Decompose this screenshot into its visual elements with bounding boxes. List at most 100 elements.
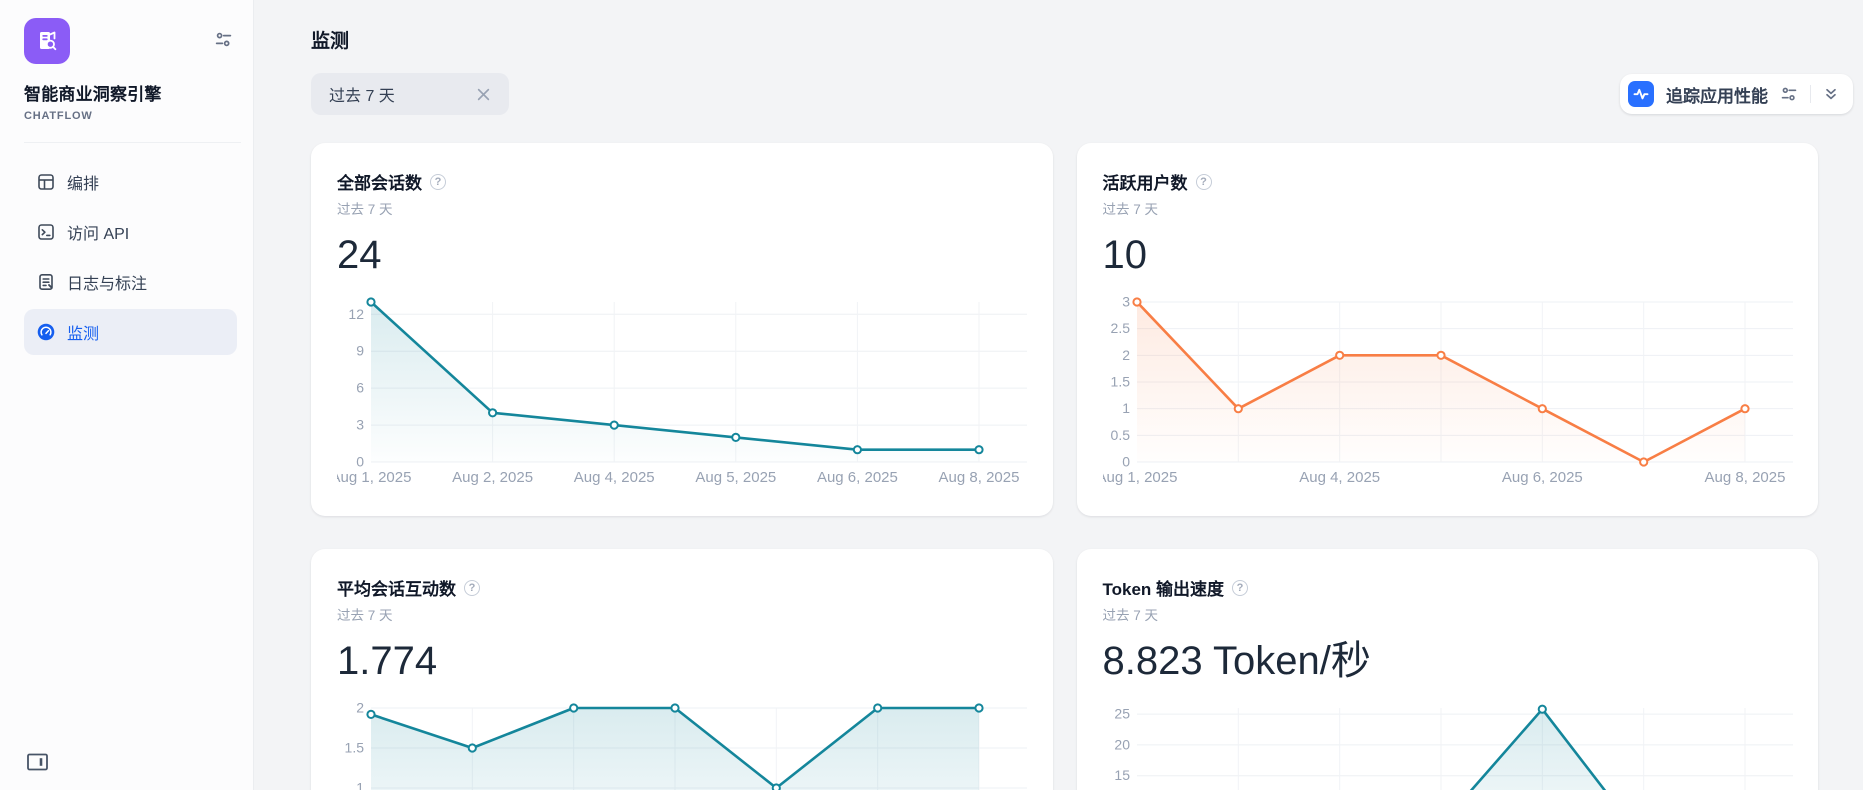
- card-value: 10: [1102, 233, 1148, 277]
- card-value: 8.823 Token/秒: [1102, 639, 1371, 683]
- card-period: 过去 7 天: [337, 202, 393, 217]
- data-point[interactable]: [1739, 404, 1750, 414]
- chevron-double-down-icon[interactable]: [1823, 86, 1839, 102]
- x-tick-label: Aug 6, 2025: [1501, 469, 1582, 486]
- collapse-sidebar-icon[interactable]: [26, 752, 49, 772]
- toolbar: 过去 7 天 追踪应用性能: [311, 73, 1853, 115]
- data-point[interactable]: [366, 297, 376, 307]
- close-icon[interactable]: [474, 85, 493, 104]
- data-point[interactable]: [1537, 704, 1547, 714]
- data-point[interactable]: [1233, 404, 1243, 414]
- sidebar-item-label: 日志与标注: [67, 276, 148, 293]
- app-name: 智能商业洞察引擎: [24, 85, 162, 104]
- main-content: 监测 过去 7 天 追踪应用性能: [254, 0, 1863, 790]
- x-tick-label: Aug 5, 2025: [695, 469, 776, 486]
- total-conversations-chart: 0 3 6 9 12 Aug 1, 2025 Aug 2, 2025 Aug 4, 2025 A…: [337, 294, 1027, 488]
- x-tick-label: Aug 1, 2025: [1103, 469, 1177, 486]
- card-value: 24: [337, 233, 382, 277]
- sidebar-item-api[interactable]: 访问 API: [24, 209, 237, 255]
- y-tick-label: 2.5: [1110, 320, 1130, 336]
- help-icon[interactable]: ?: [464, 579, 480, 596]
- activity-icon: [1628, 81, 1654, 107]
- area-fill: [1471, 709, 1605, 790]
- x-tick-label: Aug 4, 2025: [574, 469, 655, 486]
- time-filter-label: 过去 7 天: [329, 88, 395, 105]
- data-point[interactable]: [670, 703, 680, 713]
- x-tick-label: Aug 8, 2025: [1704, 469, 1785, 486]
- active-users-card: 活跃用户数 ? 过去 7 天 10 0 0.5 1 1.5 2 2.5 3 Aug 1, 20…: [1076, 143, 1818, 516]
- data-point[interactable]: [1131, 297, 1142, 307]
- y-tick-label: 3: [356, 417, 364, 433]
- data-point[interactable]: [1334, 350, 1344, 360]
- sidebar-divider: [24, 142, 241, 143]
- app-icon[interactable]: [24, 18, 70, 64]
- data-point[interactable]: [488, 408, 498, 418]
- sliders-icon[interactable]: [1780, 85, 1798, 103]
- x-tick-label: Aug 4, 2025: [1299, 469, 1380, 486]
- orchestrate-icon: [36, 172, 56, 192]
- monitoring-icon: [36, 322, 56, 342]
- sidebar-item-monitoring[interactable]: 监测: [24, 309, 237, 355]
- avg-interactions-card: 平均会话互动数 ? 过去 7 天 1.774 00.511.52Aug 1, 2…: [311, 549, 1053, 790]
- card-period: 过去 7 天: [1102, 202, 1159, 217]
- sidebar-item-logs[interactable]: 日志与标注: [24, 259, 237, 305]
- y-tick-label: 15: [1114, 767, 1130, 783]
- app-settings-icon[interactable]: [214, 30, 233, 49]
- metric-cards-grid: 全部会话数 ? 过去 7 天 24 0 3 6 9 12 Aug 1, 2025 Aug 2…: [311, 143, 1818, 790]
- y-tick-label: 9: [356, 343, 364, 359]
- data-point[interactable]: [974, 703, 984, 713]
- area-fill: [371, 708, 979, 790]
- data-point[interactable]: [1638, 457, 1648, 467]
- y-tick-label: 1: [1122, 400, 1130, 416]
- sidebar-item-label: 访问 API: [67, 226, 130, 243]
- x-tick-label: Aug 2, 2025: [452, 469, 533, 486]
- y-tick-label: 3: [1122, 294, 1130, 310]
- chart-svg: 0 3 6 9 12 Aug 1, 2025 Aug 2, 2025 Aug 4, 2025 A…: [337, 297, 1027, 486]
- sidebar-item-label: 编排: [67, 176, 100, 193]
- y-tick-label: 12: [348, 306, 364, 322]
- logs-icon: [36, 272, 56, 292]
- help-icon[interactable]: ?: [430, 173, 446, 190]
- data-point[interactable]: [873, 703, 883, 713]
- app-type-badge: CHATFLOW: [24, 110, 93, 122]
- series-line: [369, 300, 981, 451]
- data-point[interactable]: [852, 445, 863, 455]
- data-point[interactable]: [731, 432, 741, 442]
- card-title: 全部会话数: [337, 174, 422, 193]
- x-tick-label: Aug 1, 2025: [337, 469, 411, 486]
- data-point[interactable]: [467, 743, 477, 753]
- y-tick-label: 25: [1114, 706, 1130, 722]
- area-fill: [1136, 302, 1745, 462]
- data-point[interactable]: [974, 445, 984, 455]
- total-conversations-card: 全部会话数 ? 过去 7 天 24 0 3 6 9 12 Aug 1, 2025 Aug 2…: [311, 143, 1053, 516]
- card-title: 平均会话互动数: [337, 580, 456, 599]
- x-tick-label: Aug 8, 2025: [939, 469, 1020, 486]
- sidebar-menu: 编排 访问 API 日志与标注: [24, 159, 237, 355]
- help-icon[interactable]: ?: [1195, 173, 1212, 190]
- sidebar-item-label: 监测: [67, 326, 100, 343]
- business-insight-icon: [34, 28, 60, 54]
- y-tick-label: 0: [356, 454, 364, 470]
- card-title: 活跃用户数: [1102, 174, 1188, 193]
- time-filter-chip[interactable]: 过去 7 天: [311, 73, 509, 115]
- y-tick-label: 20: [1114, 736, 1130, 752]
- chart-svg: 0 0.5 1 1.5 2 2.5 3 Aug 1, 2025 Aug 4, 2025 Aug 6…: [1103, 294, 1793, 486]
- help-icon[interactable]: ?: [1232, 579, 1249, 596]
- card-period: 过去 7 天: [1102, 608, 1159, 623]
- token-speed-card: Token 输出速度 ? 过去 7 天 8.823 Token/秒 051015…: [1076, 549, 1818, 790]
- data-point[interactable]: [609, 420, 619, 430]
- data-point[interactable]: [1537, 404, 1547, 414]
- card-title: Token 输出速度: [1102, 580, 1225, 599]
- sidebar-item-orchestrate[interactable]: 编排: [24, 159, 237, 205]
- data-point[interactable]: [569, 703, 579, 713]
- data-point[interactable]: [771, 783, 781, 790]
- data-point[interactable]: [1435, 350, 1446, 360]
- data-point[interactable]: [366, 709, 376, 719]
- card-period: 过去 7 天: [337, 608, 393, 623]
- trace-performance-button[interactable]: 追踪应用性能: [1620, 74, 1853, 114]
- card-value: 1.774: [337, 639, 438, 683]
